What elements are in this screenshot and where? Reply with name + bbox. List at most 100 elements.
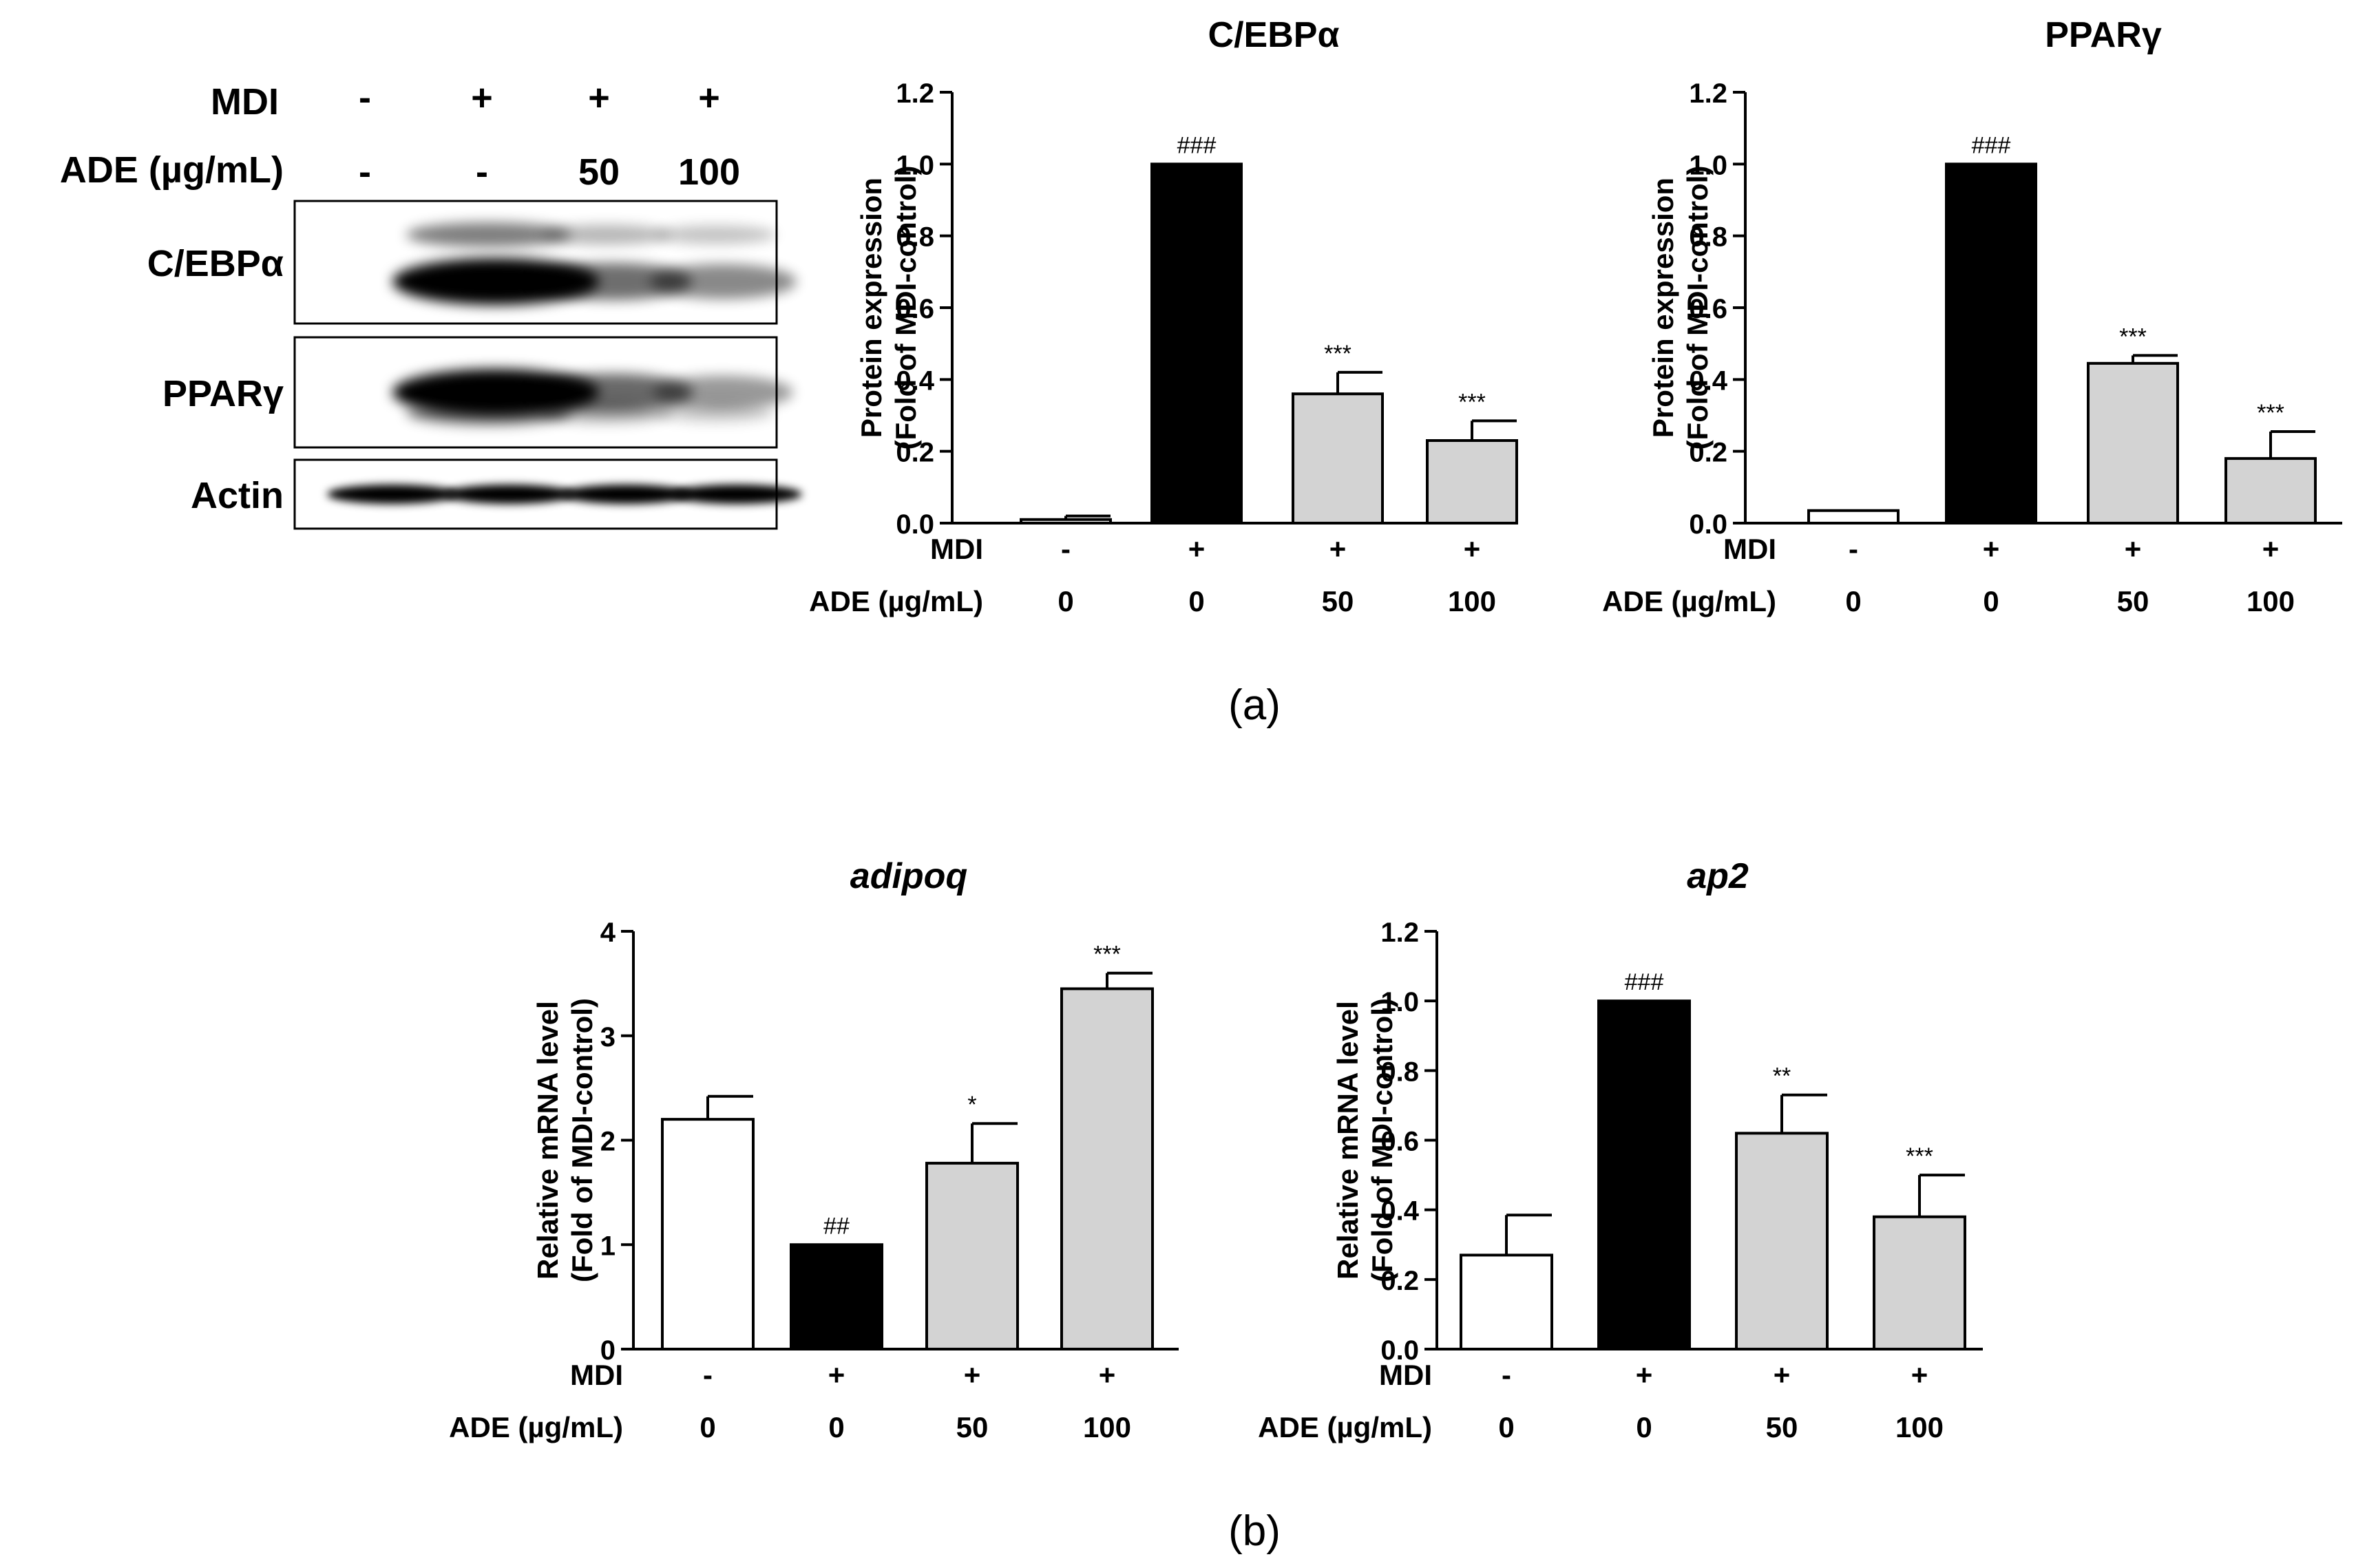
chart-cebpa: C/EBPα 0.0 0.2 0.4 0.6 0.8 1.0 1.2 Protein expre…: [809, 15, 1518, 617]
ade-row-label: ADE (µg/mL): [1602, 585, 1776, 617]
bar: [1873, 1215, 1966, 1350]
western-blot-panel: MDI ADE (µg/mL) - + + + - - 50 100 C/EBPα PPARγ A…: [60, 77, 802, 530]
bar: [1735, 1132, 1829, 1350]
blot-lane-labels: - + + + - - 50 100: [359, 77, 740, 193]
y-tick-label: 0.0: [1380, 1335, 1419, 1366]
y-tick-label: 0.8: [1380, 1057, 1419, 1087]
charts: C/EBPα 0.0 0.2 0.4 0.6 0.8 1.0 1.2 Protein expre…: [449, 15, 2342, 1443]
ade-value: 0: [1058, 585, 1073, 617]
mdi-row-label: MDI: [1723, 533, 1776, 565]
blot-ade-value: -: [359, 151, 371, 193]
significance-label: ***: [1093, 942, 1121, 968]
ade-row-label: ADE (µg/mL): [449, 1411, 623, 1443]
blot-row: Actin: [191, 458, 802, 530]
significance-label: ###: [1625, 969, 1664, 995]
y-axis-label: Relative mRNA level (Fold of MDI-control): [532, 998, 598, 1282]
mdi-value: +: [2262, 533, 2280, 565]
significance-label: *: [967, 1092, 976, 1118]
bar: [1292, 392, 1384, 525]
blot-band-label: PPARγ: [162, 373, 284, 414]
blot-band: [532, 373, 693, 412]
y-tick-label: 4: [600, 918, 616, 948]
y-axis-label-line: Protein expression: [855, 178, 887, 438]
chart-title: C/EBPα: [1208, 15, 1340, 55]
blot-band-secondary: [406, 401, 571, 425]
blot-band: [649, 264, 797, 299]
y-tick-label: 0: [600, 1335, 616, 1366]
significance-label: ***: [1906, 1143, 1933, 1169]
blot-band: [327, 485, 458, 504]
mdi-value: +: [964, 1359, 981, 1391]
y-tick-label: 3: [600, 1022, 616, 1052]
bar: [1150, 162, 1243, 525]
y-tick-label: 1.2: [1380, 918, 1419, 948]
y-tick-label: 0.6: [896, 294, 934, 324]
chart-ap2: ap2 0.0 0.2 0.4 0.6 0.8 1.0 1.2 Relative mRNA le…: [1258, 856, 1983, 1443]
y-axis-label-line: Protein expression: [1647, 178, 1679, 438]
blot-band-secondary: [540, 403, 672, 423]
bar: [925, 1161, 1019, 1350]
ade-value: 50: [1766, 1411, 1798, 1443]
significance-label: ***: [2257, 400, 2284, 426]
ade-value: 100: [1895, 1411, 1944, 1443]
y-tick-label: 1.0: [1689, 150, 1727, 180]
ade-value: 0: [1498, 1411, 1514, 1443]
y-tick-label: 0.4: [1380, 1196, 1419, 1227]
blot-row: C/EBPα: [147, 200, 797, 325]
ade-value: 0: [1188, 585, 1204, 617]
chart-adipoq: adipoq 0 1 2 3 4 Relative mRNA level (Fold of M…: [449, 856, 1179, 1443]
significance-label: ###: [1177, 132, 1217, 158]
ade-value: 100: [2247, 585, 2295, 617]
significance-label: ***: [1324, 341, 1351, 367]
bar: [790, 1243, 883, 1350]
bar: [1597, 999, 1691, 1350]
blot-bands: C/EBPα PPARγ Actin: [147, 200, 802, 530]
mdi-row-label: MDI: [930, 533, 983, 565]
bar: [1060, 987, 1154, 1350]
mdi-value: +: [1099, 1359, 1116, 1391]
blot-band: [392, 258, 599, 305]
blot-mdi-value: +: [471, 77, 493, 118]
blot-row: PPARγ: [162, 336, 793, 449]
blot-band: [561, 485, 692, 504]
mdi-value: +: [1636, 1359, 1653, 1391]
blot-mdi-label: MDI: [211, 81, 279, 123]
ade-value: 50: [956, 1411, 989, 1443]
blot-mdi-value: -: [359, 77, 371, 118]
y-tick-label: 1.0: [1380, 987, 1419, 1017]
significance-label: **: [1773, 1063, 1791, 1090]
y-tick-label: 0.8: [1689, 222, 1727, 253]
y-tick-label: 2: [600, 1127, 616, 1157]
significance-label: ***: [1458, 389, 1486, 415]
blot-band-secondary: [541, 224, 671, 245]
y-tick-label: 0.4: [896, 365, 934, 396]
y-tick-label: 1.2: [896, 78, 934, 109]
y-tick-label: 1.2: [1689, 78, 1727, 109]
mdi-value: -: [703, 1359, 713, 1391]
y-axis-label-line: Relative mRNA level: [532, 1001, 564, 1280]
mdi-value: -: [1061, 533, 1071, 565]
blot-ade-value: 50: [578, 151, 620, 193]
bar: [1426, 439, 1518, 525]
y-axis-label-line: Relative mRNA level: [1332, 1001, 1364, 1280]
y-tick-label: 0.6: [1689, 294, 1727, 324]
mdi-value: +: [828, 1359, 845, 1391]
mdi-value: -: [1849, 533, 1858, 565]
y-tick-label: 0.2: [1380, 1266, 1419, 1296]
blot-band-secondary: [655, 225, 777, 244]
mdi-value: +: [1188, 533, 1206, 565]
blot-band-secondary: [658, 403, 774, 423]
y-tick-label: 0.0: [1689, 509, 1727, 540]
significance-label: ***: [2119, 324, 2147, 350]
bar: [2224, 457, 2317, 525]
chart-title: adipoq: [850, 856, 967, 896]
significance-label: ##: [823, 1213, 850, 1239]
mdi-value: -: [1502, 1359, 1511, 1391]
ade-value: 0: [1636, 1411, 1652, 1443]
panel-label-a: (a): [1228, 681, 1281, 729]
mdi-value: +: [1464, 533, 1481, 565]
y-tick-label: 1.0: [896, 150, 934, 180]
chart-ppar: PPARγ 0.0 0.2 0.4 0.6 0.8 1.0 1.2 Protein expres…: [1602, 15, 2342, 617]
blot-band: [444, 485, 575, 504]
